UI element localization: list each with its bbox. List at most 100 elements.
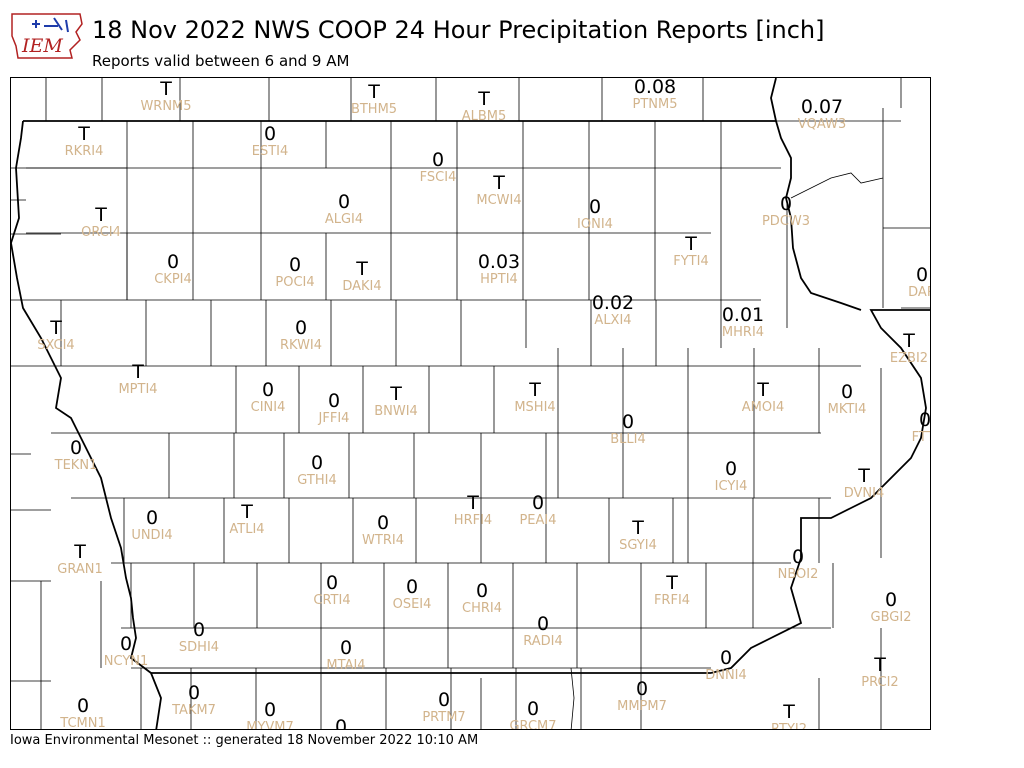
station-id-label: RADI4 (523, 634, 563, 649)
station-id-label: VQAW3 (797, 117, 847, 132)
station-id-label: MCWI4 (476, 193, 522, 208)
station-value: 0 (437, 689, 451, 711)
station-bthm7: 0BTHM7 (318, 718, 364, 730)
station-vqaw3: 0.07 VQAW3 (797, 98, 847, 132)
station-value: 0 (536, 613, 550, 635)
station-value: T (632, 517, 644, 539)
station-value: 0 (337, 191, 351, 213)
station-value: 0 (339, 637, 353, 659)
station-id-label: SXCI4 (37, 338, 75, 353)
station-id-label: PRCI2 (861, 675, 899, 690)
station-id-label: ESTI4 (251, 144, 289, 159)
station-value: 0 (405, 576, 419, 598)
station-bnwi4: T BNWI4 (374, 383, 418, 419)
station-id-label: PTNM5 (632, 97, 678, 112)
station-id-label: MHRI4 (721, 325, 765, 340)
station-id-label: DNNI4 (705, 668, 747, 683)
station-id-label: DVNI4 (843, 486, 885, 501)
station-value: 0 (724, 458, 738, 480)
station-value: 0 (526, 698, 540, 720)
station-value: T (160, 78, 172, 100)
station-esti4: 0 ESTI4 (251, 125, 289, 159)
station-id-label: ALGI4 (324, 212, 364, 227)
station-id-label: CINI4 (250, 400, 286, 415)
station-bthm5: T BTHM5 (351, 83, 397, 117)
station-value: T (783, 701, 795, 723)
station-id-label: CKPI4 (154, 272, 192, 287)
station-ezbi2: T EZBI2 (890, 332, 928, 366)
station-id-label: BNWI4 (374, 404, 418, 419)
station-value: T (390, 383, 402, 405)
station-value: 0 (327, 390, 341, 412)
station-id-label: ATLI4 (229, 522, 265, 537)
station-value: T (478, 88, 490, 110)
station-id-label: NBOI2 (777, 567, 819, 582)
station-fyti4: T FYTI4 (673, 235, 709, 269)
station-value: 0 (475, 580, 489, 602)
station-id-label: PRTM7 (422, 710, 466, 725)
station-mhri4: 0.01 MHRI4 (721, 306, 765, 340)
iem-logo: IEM (10, 6, 86, 64)
station-value: T (78, 123, 90, 145)
page-subtitle: Reports valid between 6 and 9 AM (92, 52, 350, 70)
station-id-label: HPTI4 (480, 272, 518, 287)
station-rkwi4: 0 RKWI4 (279, 319, 323, 353)
station-value: 0 (779, 193, 793, 215)
station-id-label: TCMN1 (60, 716, 106, 730)
station-mpti4: T MPTI4 (118, 363, 158, 397)
station-mtai4: 0 MTAI4 (326, 637, 366, 673)
station-tekn1: 0 TEKN1 (54, 439, 98, 473)
station-id-label: CHRI4 (462, 601, 502, 616)
station-icyi4: 0 ICYI4 (714, 458, 748, 494)
station-value: 0 (719, 647, 733, 669)
station-grcm7: 0 GRCM7 (509, 700, 556, 730)
station-id-label: FTTI (911, 430, 930, 445)
station-hpti4: 0.03 HPTI4 (477, 251, 521, 287)
station-value: 0 (288, 254, 302, 276)
station-id-label: MTAI4 (326, 658, 366, 673)
station-id-label: MSHI4 (514, 400, 556, 415)
station-value: 0 (325, 572, 339, 594)
station-value: T (757, 379, 769, 401)
station-cini4: 0 CINI4 (250, 381, 286, 415)
station-radi4: 0 RADI4 (523, 613, 563, 649)
station-id-label: RKWI4 (279, 338, 323, 353)
station-value: 0 (310, 452, 324, 474)
station-id-label: ICYI4 (714, 479, 748, 494)
station-gbgi2: 0 GBGI2 (870, 591, 912, 625)
station-id-label: GTHI4 (297, 473, 337, 488)
station-id-label: NCYN1 (103, 654, 149, 669)
station-value: 0 (334, 716, 348, 730)
station-id-label: FRFI4 (653, 593, 691, 608)
station-value: 0 (192, 619, 206, 641)
station-id-label: TAKM7 (172, 703, 216, 718)
station-wtri4: 0 WTRI4 (362, 512, 404, 548)
station-gran1: T GRAN1 (57, 541, 102, 577)
station-value: 0 (166, 251, 180, 273)
precipitation-map: T WRNM5 T BTHM5 T ALBM5 0.08 PTNM5 0.07 VQAW3 T RKR… (10, 77, 931, 730)
station-value: 0 (915, 264, 929, 286)
station-id-label: SDHI4 (178, 640, 220, 655)
station-ptnm5: 0.08 PTNM5 (633, 78, 678, 111)
station-peai4: 0 PEAI4 (519, 494, 556, 528)
station-value: 0 (376, 512, 390, 534)
station-value: T (74, 541, 86, 563)
station-orci4: T ORCI4 (81, 206, 121, 240)
station-id-label: WRNM5 (140, 99, 192, 114)
station-id-label: JFFI4 (318, 411, 350, 426)
station-frfi4: T FRFI4 (653, 574, 691, 608)
station-mmpm7: 0 MMPM7 (617, 680, 667, 714)
station-id-label: ALXI4 (594, 313, 632, 328)
page-title: 18 Nov 2022 NWS COOP 24 Hour Precipitati… (92, 16, 825, 44)
station-id-label: TEKN1 (54, 458, 98, 473)
station-value: T (858, 465, 870, 487)
station-nboi2: 0 NBOI2 (777, 548, 819, 582)
station-value: 0.03 (477, 251, 521, 273)
station-id-label: GBGI2 (870, 610, 912, 625)
station-id-label: FYTI4 (673, 254, 709, 269)
station-hrfi4: T HRFI4 (454, 494, 492, 528)
station-id-label: MPTI4 (118, 382, 158, 397)
station-value: 0 (263, 699, 277, 721)
station-value: 0 (840, 381, 854, 403)
station-value: 0 (431, 149, 445, 171)
